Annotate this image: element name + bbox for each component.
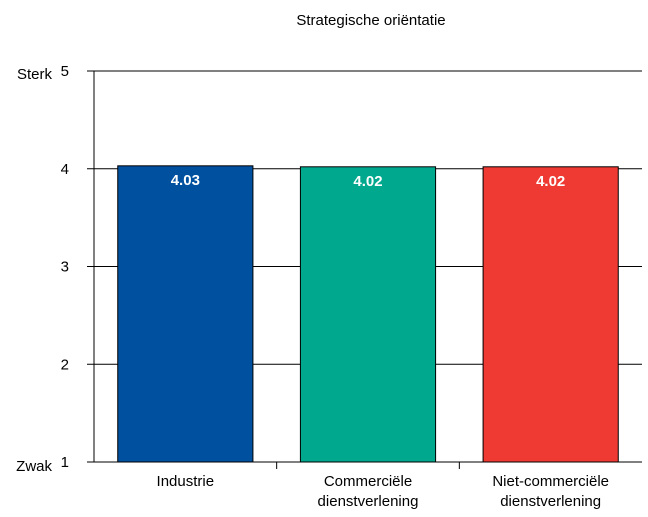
y-tick-label: 5 (61, 63, 69, 80)
bars: 4.03 4.02 4.02 (117, 165, 619, 463)
x-category-label: dienstverlening (500, 493, 601, 510)
y-axis-bottom-label: Zwak (16, 458, 52, 475)
bar-value-label: 4.02 (353, 173, 382, 190)
bar (117, 165, 254, 463)
bar (482, 166, 619, 463)
y-tick-label: 2 (61, 356, 69, 373)
x-category-label: Industrie (157, 473, 215, 490)
bar-value-label: 4.02 (536, 173, 565, 190)
chart-title: Strategische oriëntatie (296, 12, 445, 29)
y-axis-ticks: 1 2 3 4 5 (61, 63, 94, 471)
y-tick-label: 4 (61, 161, 69, 178)
x-category-label: Commerciële (324, 473, 412, 490)
bar-value-label: 4.03 (171, 172, 200, 189)
x-axis-labels: Industrie Commerciële dienstverlening Niet-… (157, 473, 609, 510)
x-category-label: dienstverlening (318, 493, 419, 510)
y-axis-top-label: Sterk (17, 66, 53, 83)
bar (299, 166, 437, 463)
y-tick-label: 1 (61, 454, 69, 471)
x-category-label: Niet-commerciële (492, 473, 609, 490)
y-tick-label: 3 (61, 259, 69, 276)
